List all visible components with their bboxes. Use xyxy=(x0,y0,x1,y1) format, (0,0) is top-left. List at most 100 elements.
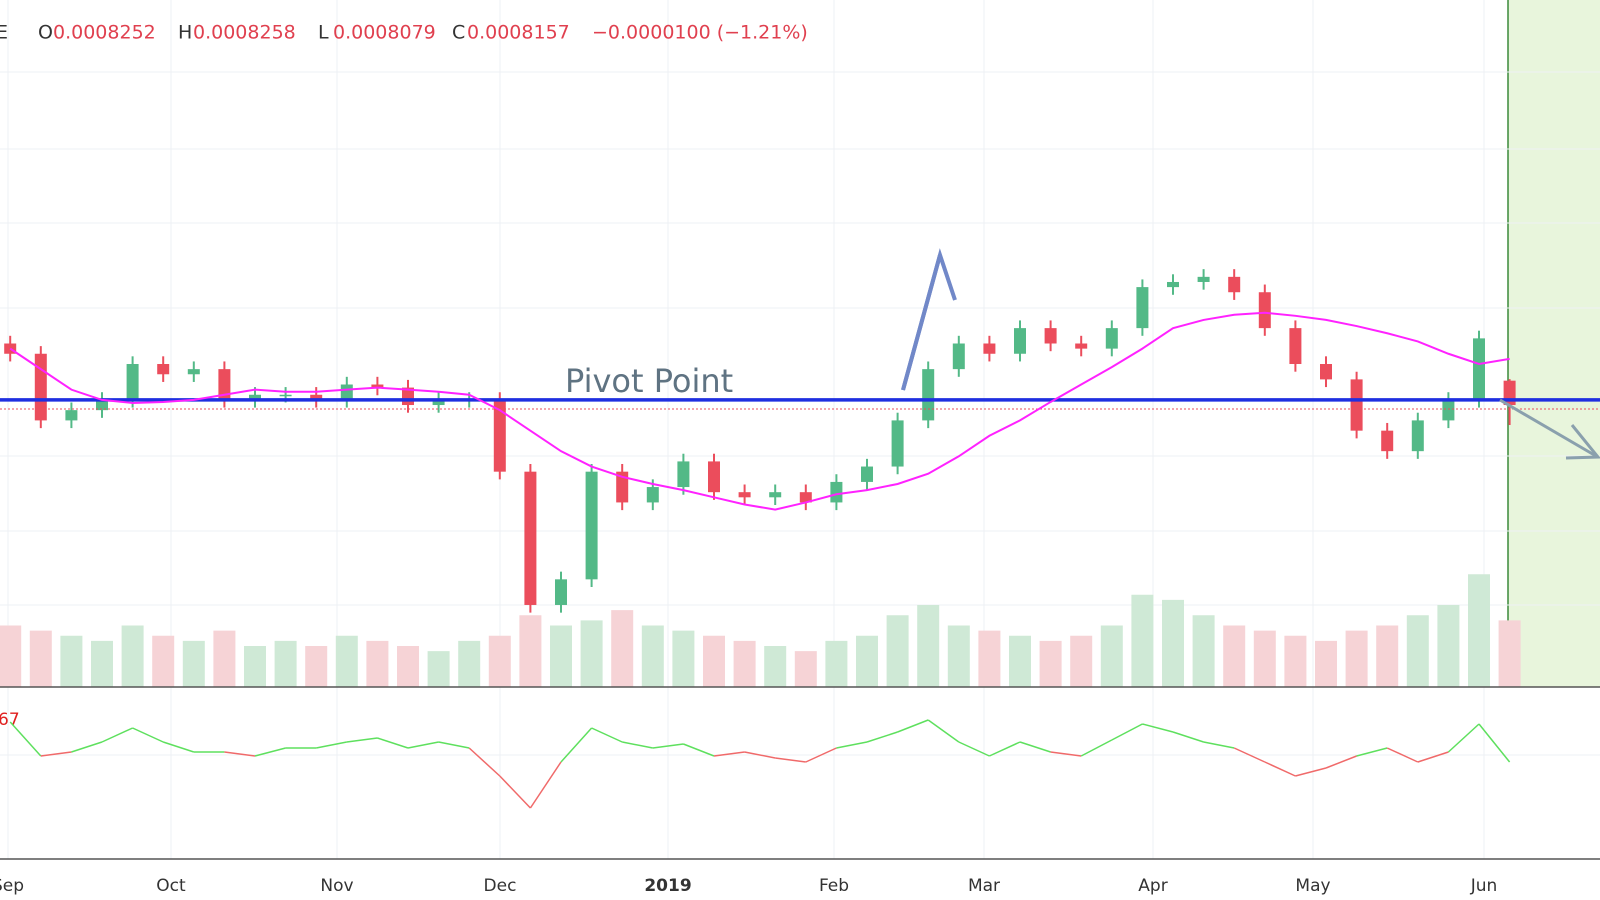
oscillator-segment xyxy=(1447,723,1480,753)
candle-body xyxy=(1136,287,1149,329)
candle-body xyxy=(677,461,690,488)
volume-bar xyxy=(917,605,940,687)
candle-body xyxy=(1381,430,1394,452)
oscillator-segment xyxy=(9,721,42,757)
ohlc-header: O 0.0008252 H 0.0008258 L 0.0008079 C 0.0008157… xyxy=(38,22,808,44)
time-axis: Sep Oct Nov Dec 2019 Feb Mar Apr May Jun xyxy=(0,876,1497,896)
oscillator-segment xyxy=(989,741,1021,757)
candle-body xyxy=(310,394,323,400)
change: −0.0000100 (−1.21%) xyxy=(592,22,808,44)
projection-zone xyxy=(1508,0,1600,687)
volume-bar xyxy=(91,640,113,687)
volume-bar xyxy=(1345,630,1368,687)
down-arrow-shaft xyxy=(1499,398,1597,458)
candle-body xyxy=(1411,420,1424,452)
volume-bar xyxy=(29,630,52,687)
oscillator-segment xyxy=(560,727,593,763)
candle-body xyxy=(555,579,567,605)
oscillator-segment xyxy=(316,741,347,749)
volume-bar xyxy=(1498,620,1521,687)
oscillator-segment xyxy=(775,757,806,763)
oscillator-segment xyxy=(683,743,715,757)
month-label: Apr xyxy=(1138,876,1167,896)
volume-bar xyxy=(733,640,756,687)
oscillator-segment xyxy=(1203,741,1235,749)
volume-bar xyxy=(0,625,22,687)
month-label: Mar xyxy=(968,876,1000,896)
moving-average xyxy=(9,311,1510,511)
ohlc-key: L xyxy=(318,22,329,44)
ohlc-value: 0.0008252 xyxy=(53,22,156,44)
oscillator-segment xyxy=(529,761,562,809)
volume-bar xyxy=(825,640,848,687)
candle-body xyxy=(1167,281,1179,288)
volume-bar xyxy=(947,625,970,687)
oscillator-segment xyxy=(652,743,684,749)
oscillator-segment xyxy=(1142,723,1174,733)
oscillator-segment xyxy=(438,741,470,749)
oscillator-segment xyxy=(836,741,868,749)
volume-bar xyxy=(764,646,787,687)
volume-bar xyxy=(1009,635,1031,687)
ohlc-key: C xyxy=(452,22,465,44)
volume-bar xyxy=(121,625,144,687)
volume-bar xyxy=(641,625,664,687)
candle-body xyxy=(218,369,231,400)
candle-body xyxy=(983,343,996,354)
candle-body xyxy=(738,492,751,498)
ohlc-key: H xyxy=(178,22,192,44)
oscillator-segment xyxy=(1264,761,1296,777)
oscillator-segment xyxy=(1019,741,1051,753)
volume-bar xyxy=(550,625,572,687)
volume-bar xyxy=(60,635,83,687)
volume-bar xyxy=(1284,635,1307,687)
candle-body xyxy=(187,369,200,375)
volume-bar xyxy=(856,635,878,687)
candle-body xyxy=(96,399,108,411)
month-label: Dec xyxy=(484,876,517,896)
candle-body xyxy=(708,461,720,493)
month-label: Nov xyxy=(320,876,353,896)
volume-bar xyxy=(519,615,542,687)
candle-body xyxy=(157,364,170,375)
ohlc-value: 0.0008157 xyxy=(467,22,570,44)
candle-body xyxy=(922,369,935,421)
volume-bar xyxy=(1039,640,1062,687)
oscillator-segment xyxy=(958,741,990,757)
candle-body xyxy=(861,466,873,482)
candle-body xyxy=(1320,364,1332,380)
candle-body xyxy=(616,471,629,503)
oscillator-segment xyxy=(591,727,623,743)
candle-body xyxy=(524,471,537,605)
ohlc-value: 0.0008079 xyxy=(333,22,436,44)
volume-bar xyxy=(580,620,603,687)
volume-bar xyxy=(1223,625,1246,687)
volume-bar xyxy=(1162,599,1184,687)
oscillator-segment xyxy=(805,747,837,763)
oscillator-segment xyxy=(1080,739,1113,757)
volume-bar xyxy=(1376,625,1399,687)
month-label: Feb xyxy=(819,876,849,896)
oscillator-layer xyxy=(9,719,1511,809)
candle-body xyxy=(126,364,139,400)
volume-bar xyxy=(213,630,236,687)
volume-bar xyxy=(152,635,175,687)
oscillator-segment xyxy=(1172,731,1204,743)
candle-body xyxy=(432,399,445,406)
volume-bar xyxy=(366,640,389,687)
month-label: Oct xyxy=(156,876,186,896)
candle-body xyxy=(371,384,384,388)
oscillator-segment xyxy=(254,747,286,757)
oscillator-segment xyxy=(866,731,898,743)
volume-bar xyxy=(1406,615,1429,687)
oscillator-segment xyxy=(1478,723,1511,763)
volume-bar xyxy=(1131,594,1154,687)
volume-bar xyxy=(1468,574,1490,687)
ohlc-key: O xyxy=(38,22,53,44)
oscillator-segment xyxy=(1417,751,1449,763)
oscillator-segment xyxy=(71,741,103,753)
volume-bar xyxy=(1437,605,1460,687)
candle-body xyxy=(769,492,782,498)
candle-body xyxy=(340,384,353,400)
